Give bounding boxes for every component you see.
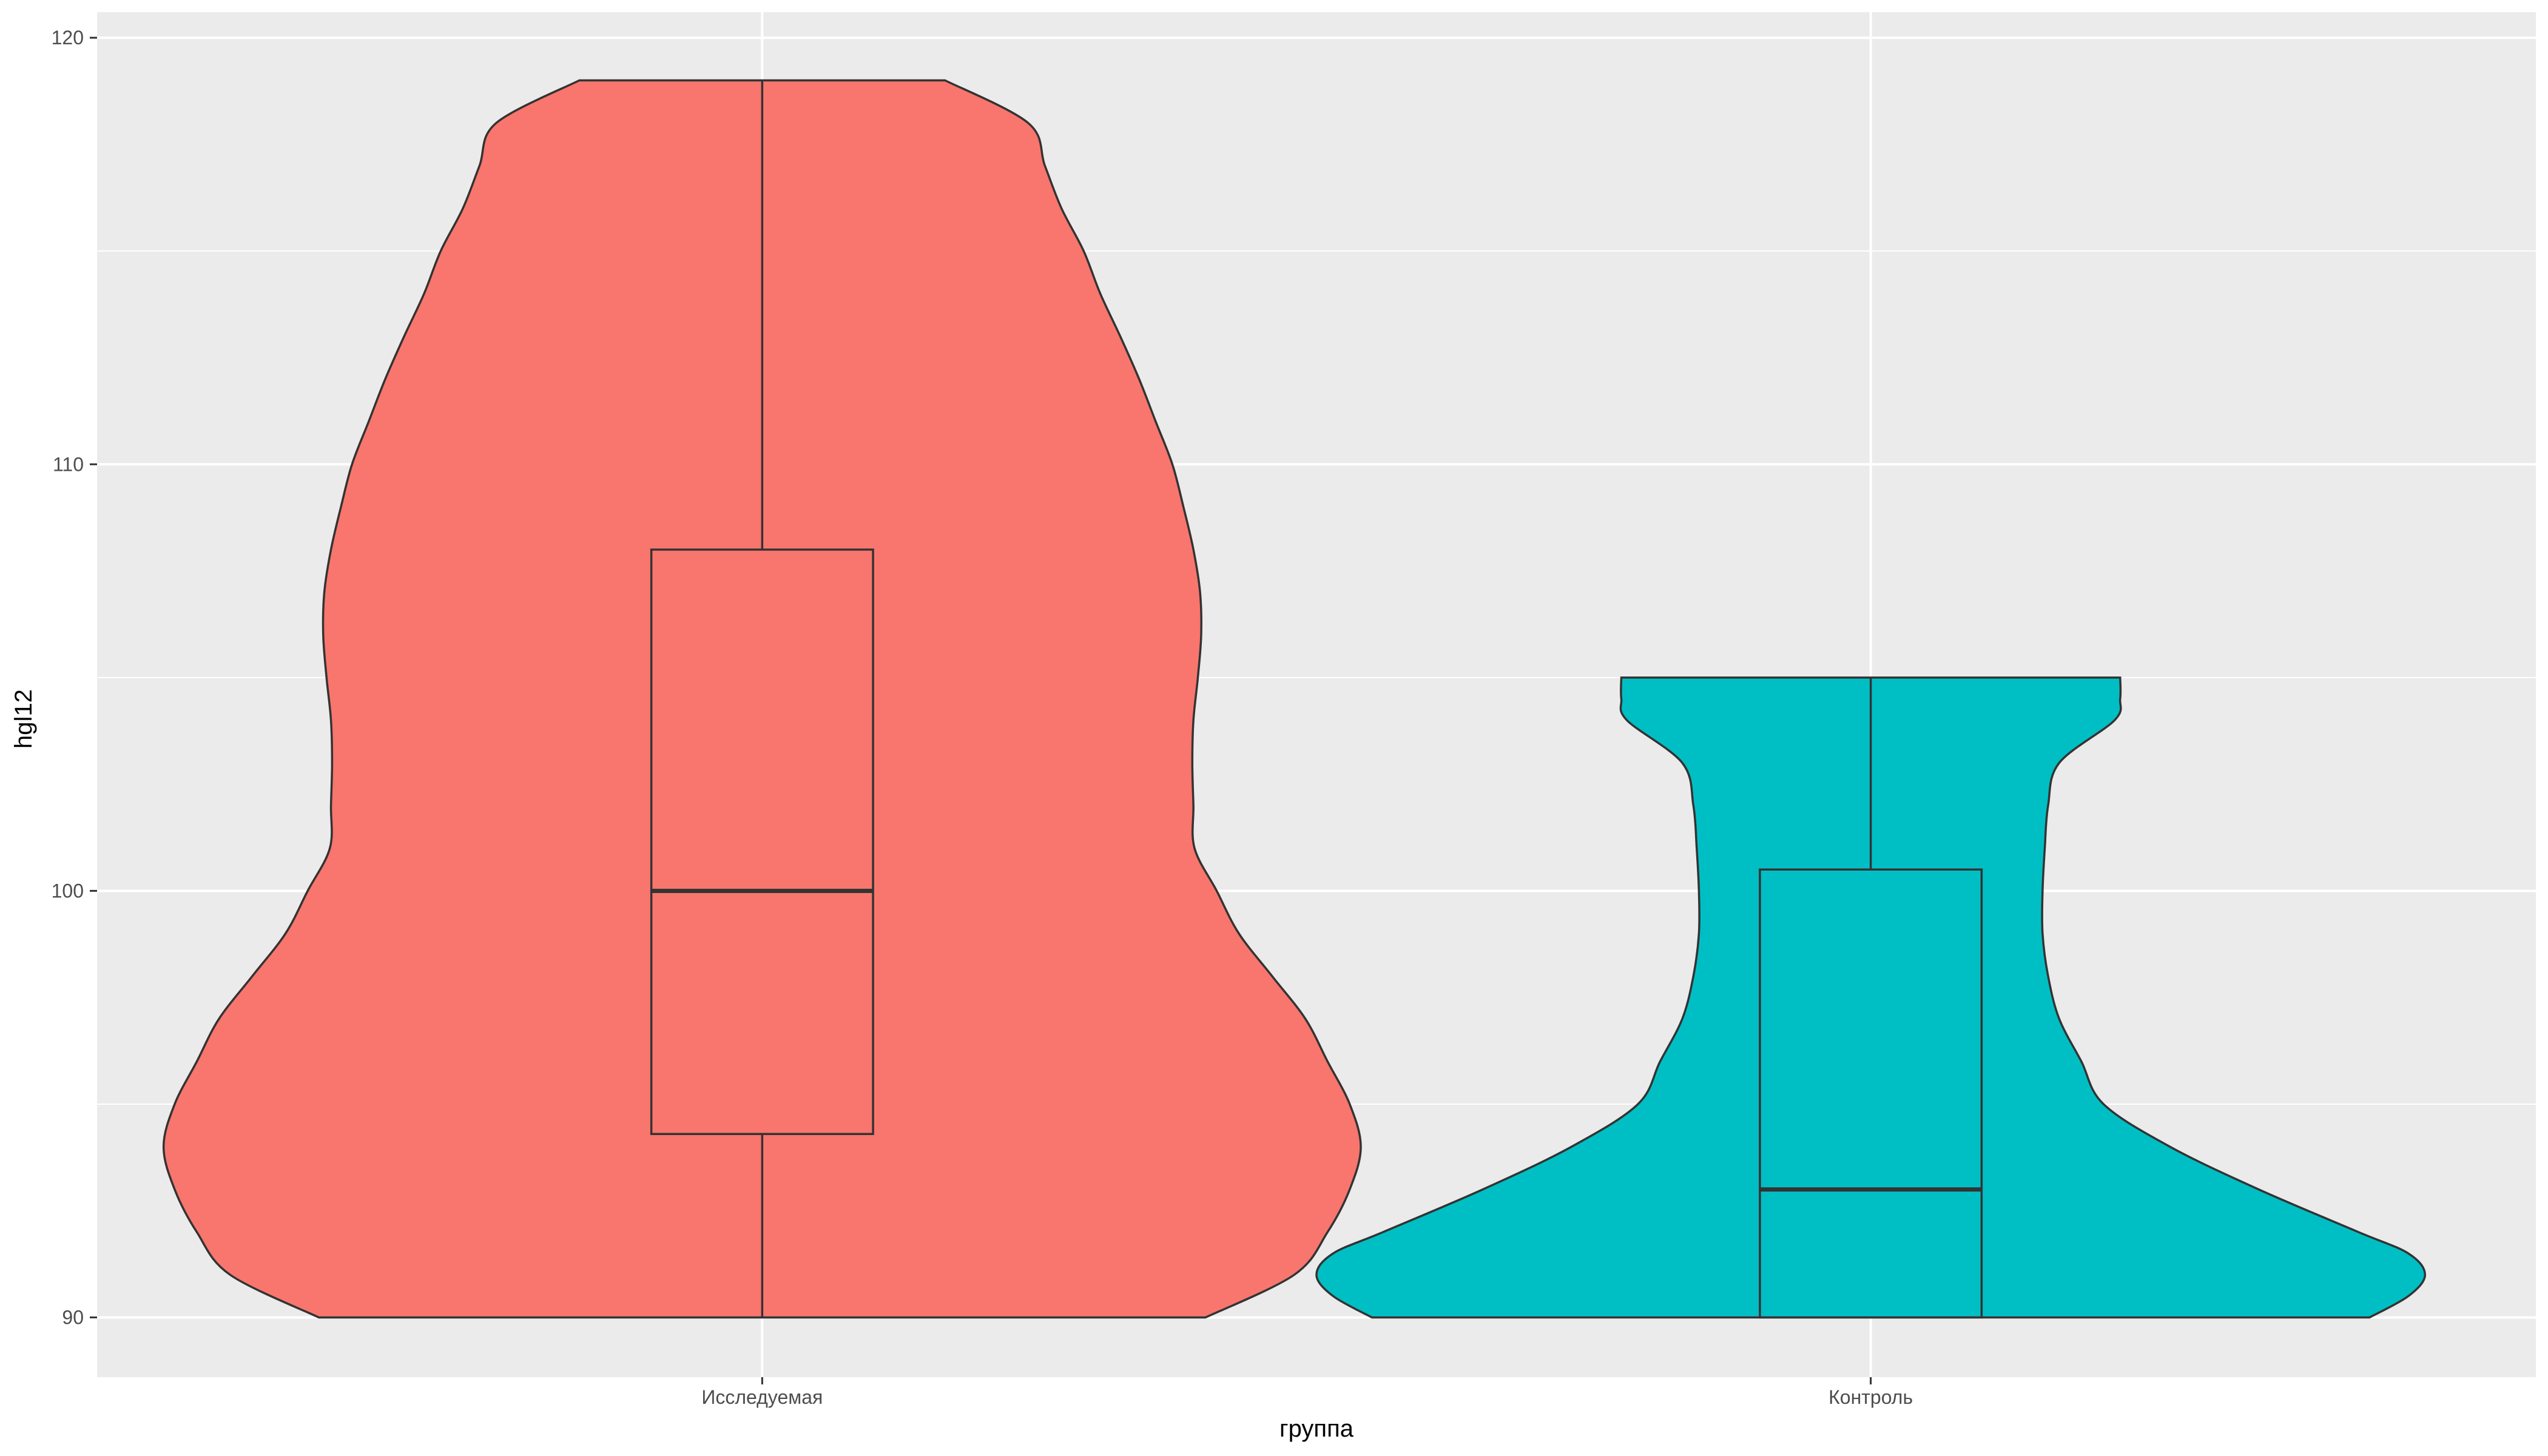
y-tick-label: 120 bbox=[52, 27, 84, 49]
x-tick-label: Исследуемая bbox=[701, 1386, 823, 1408]
y-tick-label: 90 bbox=[62, 1307, 84, 1329]
y-tick-label: 100 bbox=[52, 880, 84, 902]
y-tick-label: 110 bbox=[53, 453, 84, 475]
iqr-box bbox=[1759, 868, 1983, 1319]
y-axis-title: hgl12 bbox=[10, 689, 37, 749]
iqr-box bbox=[650, 548, 874, 1135]
x-tick-label: Контроль bbox=[1828, 1386, 1913, 1408]
x-axis-title: группа bbox=[1279, 1415, 1354, 1442]
x-axis: Исследуемая Контроль bbox=[701, 1377, 1913, 1408]
boxplots bbox=[650, 80, 1983, 1319]
y-axis: 90 100 110 120 bbox=[52, 27, 97, 1329]
